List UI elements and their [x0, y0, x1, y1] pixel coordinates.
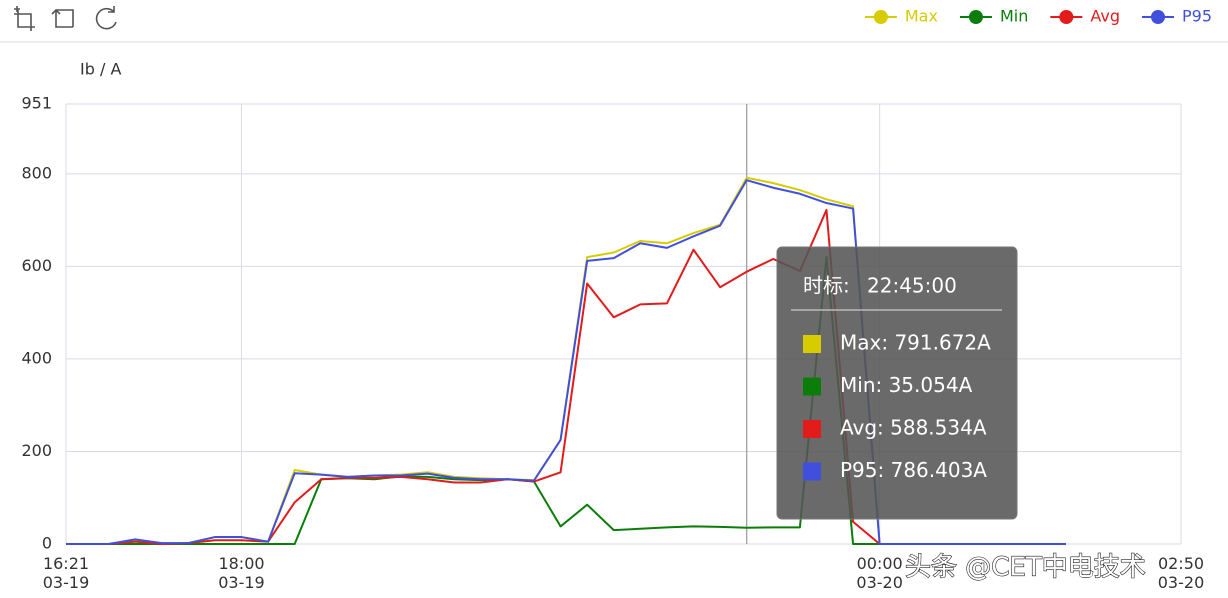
- restore-button[interactable]: [95, 6, 117, 30]
- legend-item[interactable]: Max: [864, 7, 938, 26]
- legend-label: P95: [1182, 7, 1212, 26]
- legend-marker: [1150, 10, 1165, 24]
- tooltip-entry: Max: 791.672A: [840, 331, 991, 355]
- legend-item[interactable]: Avg: [1050, 7, 1120, 26]
- tooltip-box: [776, 246, 1018, 520]
- legend-label: Avg: [1090, 7, 1120, 26]
- tooltip-entry: Min: 35.054A: [840, 373, 973, 397]
- tooltip: 时标: 22:45:00 Max: 791.672A Min: 35.054A Avg:…: [776, 246, 1018, 520]
- y-axis-label: Ib / A: [80, 60, 121, 79]
- tooltip-entry: P95: 786.403A: [840, 458, 987, 482]
- x-tick-label: 02:50 03-20: [1158, 554, 1205, 592]
- y-tick-label: 400: [21, 348, 52, 367]
- zoom-reset-button[interactable]: [51, 8, 74, 28]
- legend-marker: [968, 10, 983, 24]
- zoom-button[interactable]: [14, 6, 35, 31]
- y-tick-label: 600: [21, 256, 52, 275]
- tooltip-swatch: [803, 420, 821, 438]
- legend-item[interactable]: P95: [1141, 7, 1212, 26]
- tooltip-swatch: [803, 462, 821, 481]
- tooltip-title: 时标:: [803, 274, 850, 298]
- x-tick-label: 00:00 03-20: [856, 554, 903, 592]
- toolbar: [14, 6, 117, 31]
- legend-label: Max: [905, 7, 938, 26]
- series-line: [66, 179, 1066, 545]
- y-tick-label: 951: [21, 94, 52, 113]
- tooltip-swatch: [803, 335, 821, 353]
- y-tick-label: 800: [21, 163, 52, 182]
- tooltip-swatch: [803, 377, 821, 396]
- y-tick-label: 0: [42, 534, 52, 553]
- legend-marker: [873, 10, 888, 24]
- x-tick-label: 18:00 03-19: [218, 554, 265, 592]
- tooltip-entry: Avg: 588.534A: [840, 416, 987, 440]
- legend-marker: [1059, 10, 1074, 24]
- watermark: 头条 @CET中电技术: [905, 553, 1146, 583]
- x-tick-label: 16:21 03-19: [43, 554, 90, 592]
- legend: Max Min Avg P95: [864, 7, 1212, 26]
- y-tick-label: 200: [21, 441, 52, 460]
- tooltip-time: 22:45:00: [867, 274, 957, 298]
- legend-label: Min: [1000, 7, 1028, 26]
- legend-item[interactable]: Min: [959, 7, 1028, 26]
